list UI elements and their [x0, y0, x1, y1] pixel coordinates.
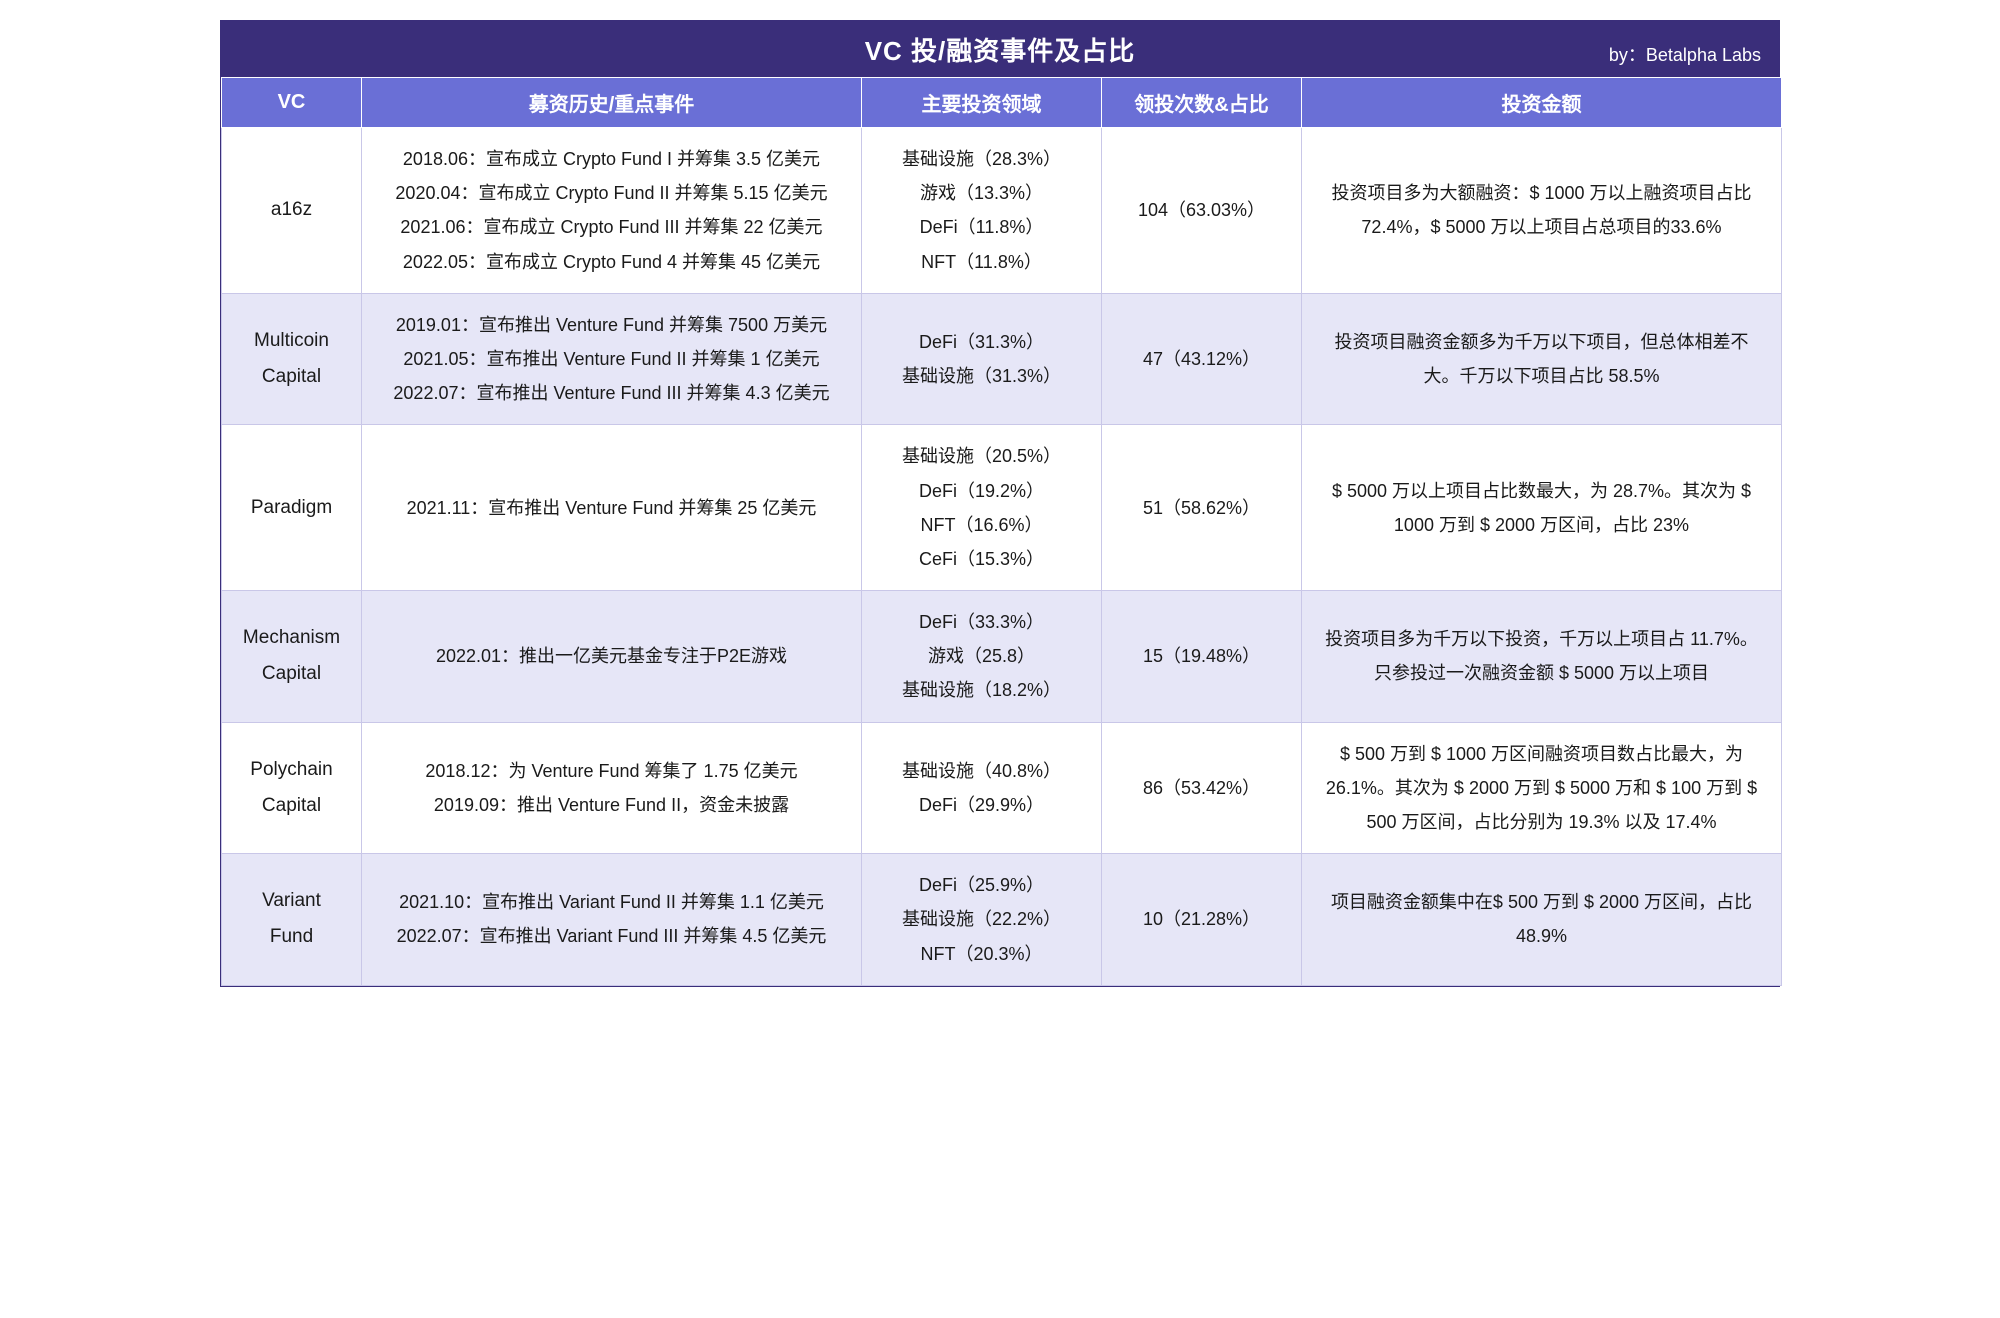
- col-header-vc: VC: [222, 78, 362, 128]
- cell-domains: DeFi（31.3%）基础设施（31.3%）: [862, 293, 1102, 425]
- cell-amount: $ 500 万到 $ 1000 万区间融资项目数占比最大，为 26.1%。其次为…: [1302, 722, 1782, 854]
- history-line: 2022.05：宣布成立 Crypto Fund 4 并筹集 45 亿美元: [378, 245, 845, 279]
- table-row: Multicoin Capital2019.01：宣布推出 Venture Fu…: [222, 293, 1782, 425]
- history-line: 2022.07：宣布推出 Venture Fund III 并筹集 4.3 亿美…: [378, 376, 845, 410]
- domain-line: 游戏（13.3%）: [878, 176, 1085, 210]
- domain-line: NFT（11.8%）: [878, 245, 1085, 279]
- cell-lead: 86（53.42%）: [1102, 722, 1302, 854]
- cell-domains: 基础设施（28.3%）游戏（13.3%）DeFi（11.8%）NFT（11.8%…: [862, 128, 1102, 294]
- cell-domains: 基础设施（20.5%）DeFi（19.2%）NFT（16.6%）CeFi（15.…: [862, 425, 1102, 591]
- table-row: Variant Fund2021.10：宣布推出 Variant Fund II…: [222, 854, 1782, 986]
- history-line: 2020.04：宣布成立 Crypto Fund II 并筹集 5.15 亿美元: [378, 176, 845, 210]
- cell-history: 2018.12：为 Venture Fund 筹集了 1.75 亿美元2019.…: [362, 722, 862, 854]
- col-header-amount: 投资金额: [1302, 78, 1782, 128]
- cell-domains: DeFi（25.9%）基础设施（22.2%）NFT（20.3%）: [862, 854, 1102, 986]
- cell-vc: Polychain Capital: [222, 722, 362, 854]
- cell-amount: 投资项目多为千万以下投资，千万以上项目占 11.7%。只参投过一次融资金额 $ …: [1302, 591, 1782, 723]
- cell-vc: Mechanism Capital: [222, 591, 362, 723]
- domain-line: DeFi（33.3%）: [878, 605, 1085, 639]
- cell-lead: 47（43.12%）: [1102, 293, 1302, 425]
- domain-line: DeFi（11.8%）: [878, 210, 1085, 244]
- domain-line: DeFi（29.9%）: [878, 788, 1085, 822]
- cell-vc: Multicoin Capital: [222, 293, 362, 425]
- domain-line: 基础设施（31.3%）: [878, 359, 1085, 393]
- cell-vc: Paradigm: [222, 425, 362, 591]
- cell-vc: a16z: [222, 128, 362, 294]
- domain-line: 基础设施（28.3%）: [878, 142, 1085, 176]
- history-line: 2019.09：推出 Venture Fund II，资金未披露: [378, 788, 845, 822]
- cell-history: 2021.11：宣布推出 Venture Fund 并筹集 25 亿美元: [362, 425, 862, 591]
- history-line: 2018.12：为 Venture Fund 筹集了 1.75 亿美元: [378, 754, 845, 788]
- history-line: 2021.11：宣布推出 Venture Fund 并筹集 25 亿美元: [378, 491, 845, 525]
- domain-line: 游戏（25.8）: [878, 639, 1085, 673]
- domain-line: NFT（20.3%）: [878, 937, 1085, 971]
- cell-domains: DeFi（33.3%）游戏（25.8）基础设施（18.2%）: [862, 591, 1102, 723]
- table-row: Paradigm 2021.11：宣布推出 Venture Fund 并筹集 25…: [222, 425, 1782, 591]
- table-row: Mechanism Capital 2022.01：推出一亿美元基金专注于P2E游…: [222, 591, 1782, 723]
- table-byline: by：Betalpha Labs: [1609, 41, 1761, 67]
- cell-amount: 投资项目融资金额多为千万以下项目，但总体相差不大。千万以下项目占比 58.5%: [1302, 293, 1782, 425]
- domain-line: DeFi（25.9%）: [878, 868, 1085, 902]
- history-line: 2021.05：宣布推出 Venture Fund II 并筹集 1 亿美元: [378, 342, 845, 376]
- table-row: a16z2018.06：宣布成立 Crypto Fund I 并筹集 3.5 亿…: [222, 128, 1782, 294]
- cell-history: 2019.01：宣布推出 Venture Fund 并筹集 7500 万美元20…: [362, 293, 862, 425]
- table-body: a16z2018.06：宣布成立 Crypto Fund I 并筹集 3.5 亿…: [222, 128, 1782, 986]
- cell-lead: 15（19.48%）: [1102, 591, 1302, 723]
- cell-vc: Variant Fund: [222, 854, 362, 986]
- col-header-domains: 主要投资领域: [862, 78, 1102, 128]
- cell-history: 2018.06：宣布成立 Crypto Fund I 并筹集 3.5 亿美元20…: [362, 128, 862, 294]
- cell-domains: 基础设施（40.8%）DeFi（29.9%）: [862, 722, 1102, 854]
- history-line: 2021.06：宣布成立 Crypto Fund III 并筹集 22 亿美元: [378, 210, 845, 244]
- cell-amount: 项目融资金额集中在$ 500 万到 $ 2000 万区间，占比 48.9%: [1302, 854, 1782, 986]
- col-header-history: 募资历史/重点事件: [362, 78, 862, 128]
- domain-line: 基础设施（20.5%）: [878, 439, 1085, 473]
- cell-history: 2021.10：宣布推出 Variant Fund II 并筹集 1.1 亿美元…: [362, 854, 862, 986]
- domain-line: CeFi（15.3%）: [878, 542, 1085, 576]
- domain-line: DeFi（31.3%）: [878, 325, 1085, 359]
- table-title: VC 投/融资事件及占比: [865, 31, 1136, 68]
- cell-lead: 10（21.28%）: [1102, 854, 1302, 986]
- cell-history: 2022.01：推出一亿美元基金专注于P2E游戏: [362, 591, 862, 723]
- table-header-row: VC募资历史/重点事件主要投资领域领投次数&占比投资金额: [222, 78, 1782, 128]
- history-line: 2022.07：宣布推出 Variant Fund III 并筹集 4.5 亿美…: [378, 919, 845, 953]
- vc-table: VC募资历史/重点事件主要投资领域领投次数&占比投资金额 a16z2018.06…: [221, 77, 1782, 986]
- col-header-lead: 领投次数&占比: [1102, 78, 1302, 128]
- domain-line: 基础设施（18.2%）: [878, 673, 1085, 707]
- cell-lead: 51（58.62%）: [1102, 425, 1302, 591]
- domain-line: 基础设施（40.8%）: [878, 754, 1085, 788]
- cell-amount: 投资项目多为大额融资：$ 1000 万以上融资项目占比72.4%，$ 5000 …: [1302, 128, 1782, 294]
- cell-lead: 104（63.03%）: [1102, 128, 1302, 294]
- history-line: 2021.10：宣布推出 Variant Fund II 并筹集 1.1 亿美元: [378, 885, 845, 919]
- history-line: 2018.06：宣布成立 Crypto Fund I 并筹集 3.5 亿美元: [378, 142, 845, 176]
- cell-amount: $ 5000 万以上项目占比数最大，为 28.7%。其次为 $ 1000 万到 …: [1302, 425, 1782, 591]
- domain-line: DeFi（19.2%）: [878, 474, 1085, 508]
- table-row: Polychain Capital2018.12：为 Venture Fund …: [222, 722, 1782, 854]
- title-bar: VC 投/融资事件及占比 by：Betalpha Labs: [221, 21, 1779, 77]
- domain-line: 基础设施（22.2%）: [878, 902, 1085, 936]
- history-line: 2019.01：宣布推出 Venture Fund 并筹集 7500 万美元: [378, 308, 845, 342]
- domain-line: NFT（16.6%）: [878, 508, 1085, 542]
- table-head: VC募资历史/重点事件主要投资领域领投次数&占比投资金额: [222, 78, 1782, 128]
- history-line: 2022.01：推出一亿美元基金专注于P2E游戏: [378, 639, 845, 673]
- vc-table-container: VC 投/融资事件及占比 by：Betalpha Labs VC募资历史/重点事…: [220, 20, 1780, 987]
